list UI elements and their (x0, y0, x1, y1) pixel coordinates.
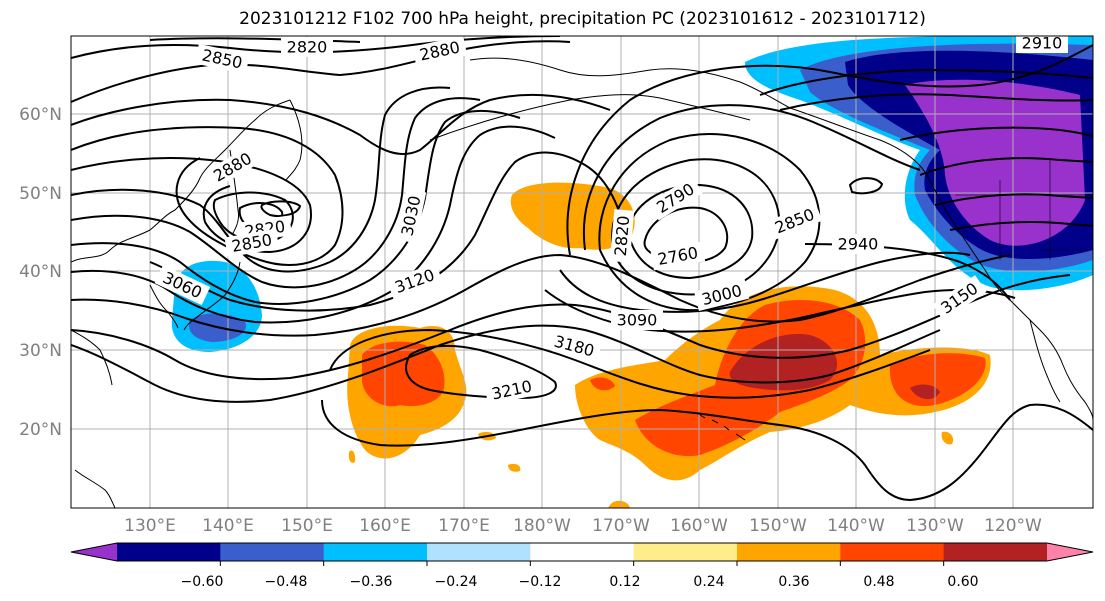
contour-label-2910-top: 2910 (1022, 34, 1063, 53)
colorbar-swatch (633, 543, 738, 561)
contour-low-east-2880 (583, 104, 921, 251)
colorbar-tick-label: 0.12 (609, 574, 640, 590)
contour-east-3000 (559, 251, 971, 313)
negative-region-west-coast-4 (905, 79, 1085, 246)
contour-trough-west-b (71, 97, 481, 289)
coastline-kamchatka (285, 99, 303, 181)
plot-frame (70, 35, 1094, 509)
lon-label: 130°E (124, 516, 176, 536)
positive-region-west-pacific-2 (362, 341, 445, 407)
lon-label: 140°W (827, 516, 885, 536)
lat-label: 40°N (19, 262, 62, 282)
lat-label: 50°N (19, 184, 62, 204)
colorbar-swatch (737, 543, 841, 561)
lon-label: 130°W (906, 516, 964, 536)
lon-label: 150°E (281, 516, 333, 536)
contour-low-west-5 (260, 200, 302, 217)
contour-trough-west-d (71, 125, 556, 324)
contour-small-low (848, 177, 884, 195)
contour-low-east-2850 (598, 133, 821, 312)
lon-label: 160°E (359, 516, 411, 536)
contour-east-north-4 (919, 157, 1093, 176)
coastline-china (71, 329, 113, 386)
lon-label: 120°W (984, 516, 1042, 536)
coastline-hawaii (699, 414, 746, 441)
contour-label-3090: 3090 (617, 311, 658, 330)
colorbar-tick-label: 0.48 (863, 574, 894, 590)
contour-label-2820-east: 2820 (611, 215, 633, 257)
contour-3210-outer (329, 328, 931, 399)
contour-low-east-2910 (566, 44, 1093, 256)
colorbar-swatch (323, 543, 428, 561)
contour-east-north-2 (779, 93, 1093, 111)
colorbar-segments (70, 542, 1094, 562)
contour-3180 (71, 324, 941, 403)
lon-label: 170°E (438, 516, 490, 536)
colorbar-outline (70, 542, 1094, 562)
colorbar-tick-label: −0.60 (181, 574, 224, 590)
colorbar-tick-label: 0.24 (693, 574, 724, 590)
contour-3150 (71, 274, 1071, 381)
contour-label-2820-top: 2820 (287, 38, 328, 57)
colorbar-swatch (530, 543, 635, 561)
colorbar-tick-label: −0.24 (435, 574, 478, 590)
contour-3060 (149, 151, 629, 312)
colorbar-swatch (220, 543, 325, 561)
contour-3210-closed (405, 344, 557, 400)
contour-trough-west-c (71, 110, 521, 305)
contour-east-north-5 (934, 193, 1093, 206)
longitude-labels: 130°E 140°E 150°E 160°E 170°E 180°W 170°… (124, 516, 1042, 536)
coastline-asia (71, 99, 291, 263)
lon-label: 150°W (749, 516, 807, 536)
contour-2880-north (71, 40, 571, 103)
coastline-japan (183, 261, 241, 331)
colorbar-swatch (840, 543, 945, 561)
contour-low-east-2790 (626, 183, 754, 280)
colorbar-swatch (427, 543, 531, 561)
contour-3120 (71, 253, 1011, 337)
colorbar-tick-label: −0.48 (265, 574, 308, 590)
contour-trough-west-a (71, 86, 451, 273)
contour-2820-north (149, 37, 361, 43)
positive-region-small-1 (590, 377, 615, 391)
colorbar-tick-label: −0.36 (350, 574, 393, 590)
lon-label: 160°W (670, 516, 728, 536)
lon-label: 140°E (202, 516, 254, 536)
latitude-labels: 60°N 50°N 40°N 30°N 20°N (19, 105, 62, 440)
lat-label: 60°N (19, 105, 62, 125)
coastline-alaska (469, 57, 926, 173)
colorbar-tick-label: 0.36 (778, 574, 809, 590)
coastline-baja (1029, 319, 1061, 403)
colorbar-tick-label: 0.60 (947, 574, 978, 590)
contour-low-west-1 (71, 126, 344, 266)
positive-region-central-pacific-3 (729, 334, 838, 391)
colorbar-swatch (117, 543, 221, 561)
contour-low-west-2 (71, 157, 312, 254)
contour-label-2940: 2940 (838, 235, 879, 254)
colorbar-swatch (943, 543, 1048, 561)
positive-region-small-3 (508, 463, 521, 472)
contour-east-north-6 (949, 221, 1093, 231)
colorbar-extend-low (71, 543, 117, 561)
lon-label: 170°W (592, 516, 650, 536)
contour-east-north (759, 68, 1093, 96)
positive-region-small-6 (608, 500, 630, 508)
positive-region-small-5 (941, 431, 954, 445)
graticule (71, 36, 1093, 508)
coastline-philippines (74, 469, 116, 508)
colorbar-ticks: −0.60 −0.48 −0.36 −0.24 −0.12 0.12 0.24 … (181, 561, 979, 590)
contour-3180-south (321, 399, 1093, 502)
map-title: 2023101212 F102 700 hPa height, precipit… (239, 9, 926, 29)
positive-region-small-4 (348, 450, 356, 463)
colorbar-extend-high (1047, 543, 1093, 561)
lon-label: 180°W (513, 516, 571, 536)
lat-label: 20°N (19, 420, 62, 440)
colorbar: −0.60 −0.48 −0.36 −0.24 −0.12 0.12 0.24 … (70, 542, 1094, 590)
lat-label: 30°N (19, 341, 62, 361)
positive-region-east-2 (910, 384, 940, 400)
contour-east-north-3 (899, 126, 1093, 141)
colorbar-tick-label: −0.12 (519, 574, 562, 590)
height-contours (71, 36, 1093, 502)
